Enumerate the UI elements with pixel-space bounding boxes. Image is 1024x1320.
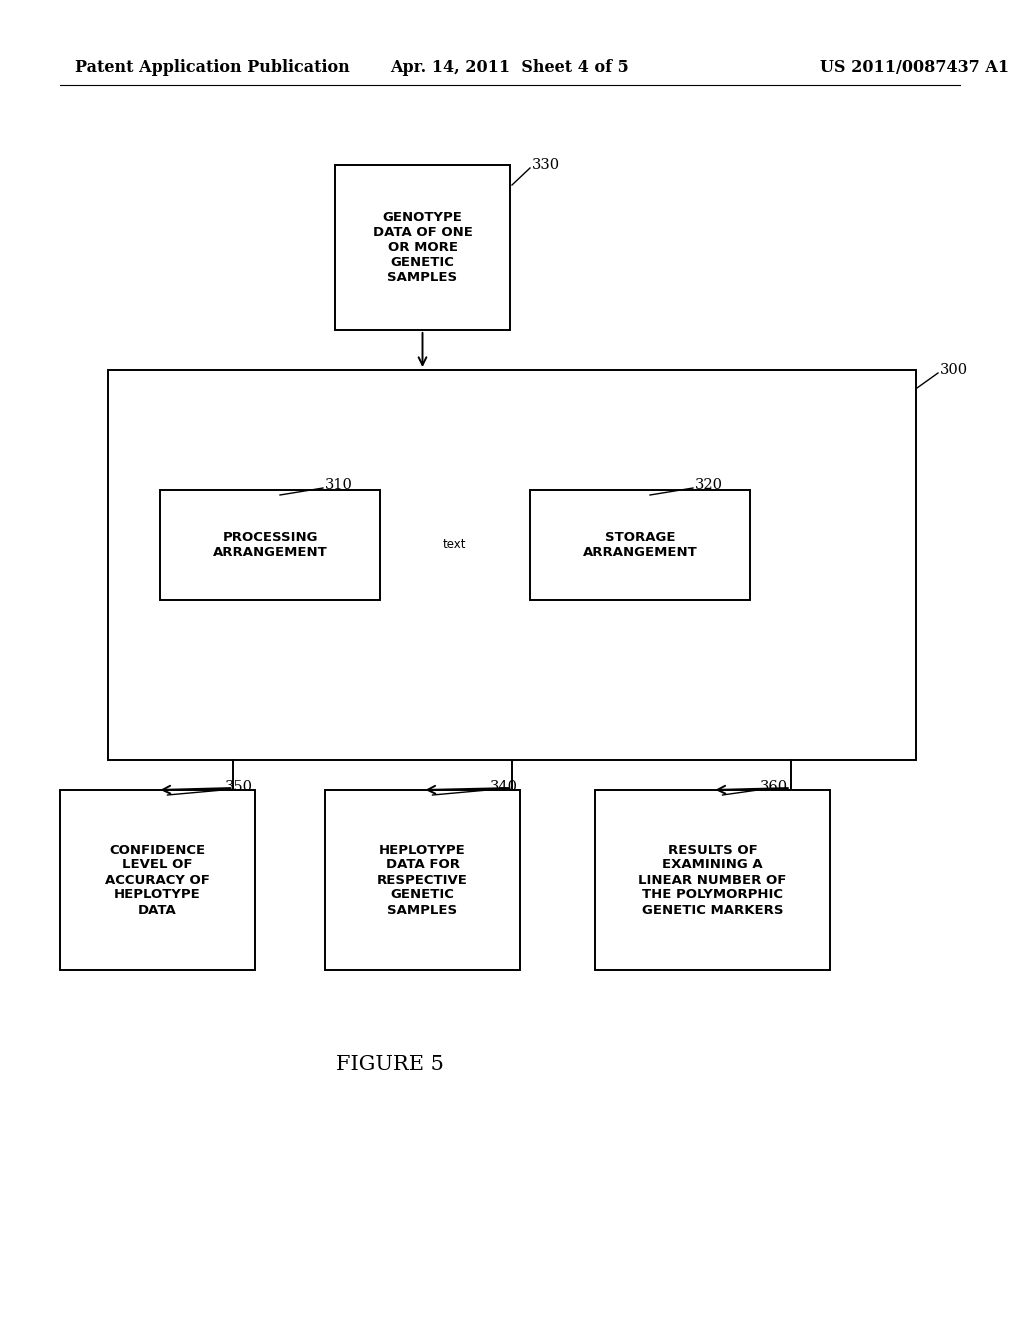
Text: RESULTS OF
EXAMINING A
LINEAR NUMBER OF
THE POLYMORPHIC
GENETIC MARKERS: RESULTS OF EXAMINING A LINEAR NUMBER OF … xyxy=(638,843,786,916)
Text: 330: 330 xyxy=(532,158,560,172)
Text: HEPLOTYPE
DATA FOR
RESPECTIVE
GENETIC
SAMPLES: HEPLOTYPE DATA FOR RESPECTIVE GENETIC SA… xyxy=(377,843,468,916)
Text: 360: 360 xyxy=(760,780,788,795)
Text: Apr. 14, 2011  Sheet 4 of 5: Apr. 14, 2011 Sheet 4 of 5 xyxy=(390,59,629,77)
Text: 310: 310 xyxy=(325,478,353,492)
Text: FIGURE 5: FIGURE 5 xyxy=(336,1056,444,1074)
Text: 300: 300 xyxy=(940,363,968,378)
Text: 320: 320 xyxy=(695,478,723,492)
Bar xyxy=(335,165,510,330)
Bar xyxy=(108,370,916,760)
Bar xyxy=(530,490,750,601)
Text: text: text xyxy=(442,539,466,552)
Text: CONFIDENCE
LEVEL OF
ACCURACY OF
HEPLOTYPE
DATA: CONFIDENCE LEVEL OF ACCURACY OF HEPLOTYP… xyxy=(105,843,210,916)
Bar xyxy=(325,789,520,970)
Bar xyxy=(60,789,255,970)
Bar xyxy=(160,490,380,601)
Text: Patent Application Publication: Patent Application Publication xyxy=(75,59,350,77)
Text: PROCESSING
ARRANGEMENT: PROCESSING ARRANGEMENT xyxy=(213,531,328,558)
Text: 340: 340 xyxy=(490,780,518,795)
Text: US 2011/0087437 A1: US 2011/0087437 A1 xyxy=(820,59,1009,77)
Bar xyxy=(595,789,830,970)
Text: GENOTYPE
DATA OF ONE
OR MORE
GENETIC
SAMPLES: GENOTYPE DATA OF ONE OR MORE GENETIC SAM… xyxy=(373,211,472,284)
Text: STORAGE
ARRANGEMENT: STORAGE ARRANGEMENT xyxy=(583,531,697,558)
Text: 350: 350 xyxy=(225,780,253,795)
